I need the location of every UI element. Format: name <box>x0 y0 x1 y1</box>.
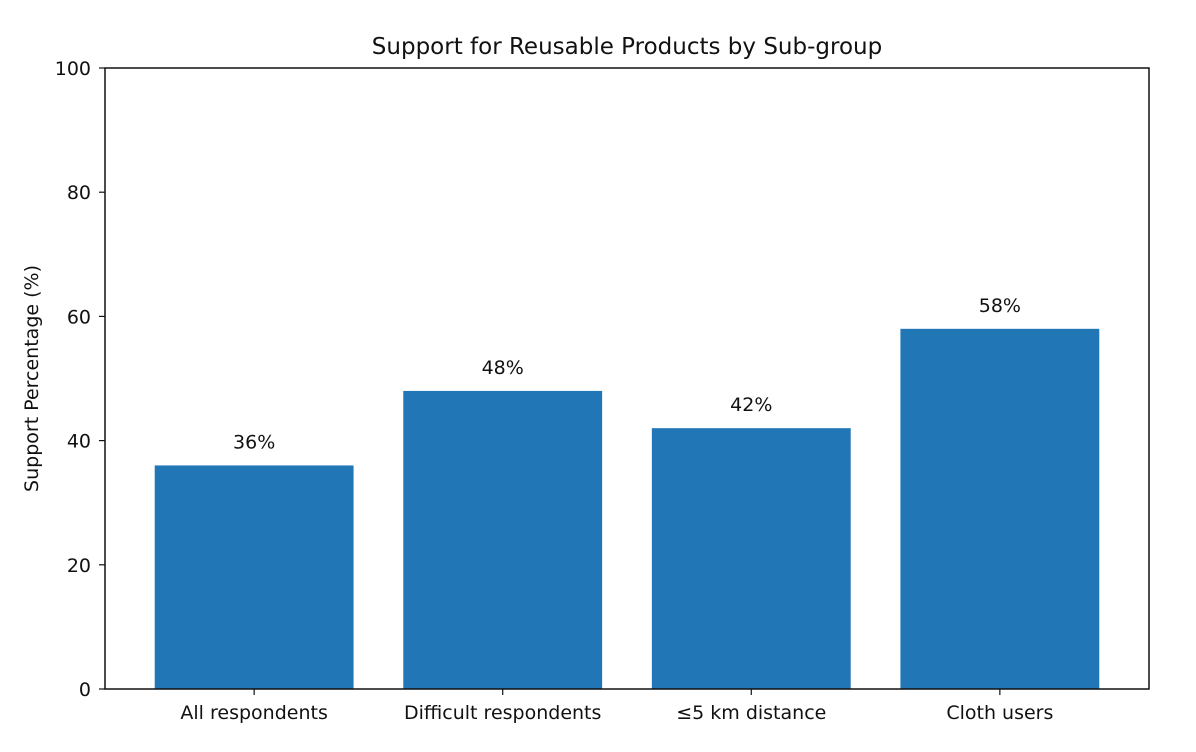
bar-1 <box>154 465 354 689</box>
y-tick-label-3: 40 <box>67 431 91 453</box>
bar-value-label-3: 42% <box>730 394 772 416</box>
bar-2 <box>403 390 603 689</box>
bar-3 <box>651 428 851 689</box>
bar-value-label-4: 58% <box>979 295 1021 317</box>
chart-title: Support for Reusable Products by Sub-gro… <box>372 34 882 60</box>
plot-frame <box>104 67 1150 690</box>
x-tick-label-3: ≤5 km distance <box>676 702 826 724</box>
bar-value-label-1: 36% <box>233 431 275 453</box>
y-axis-ticks: 0 20 40 60 80 100 <box>55 58 105 701</box>
x-tick-label-4: Cloth users <box>946 702 1053 724</box>
y-tick-label-4: 60 <box>67 306 91 328</box>
x-tick-label-2: Difficult respondents <box>404 702 601 724</box>
data-labels-layer: 36% 48% 42% 58% <box>233 295 1021 454</box>
y-tick-label-2: 20 <box>67 555 91 577</box>
x-axis-ticks: All respondents Difficult respondents ≤5 k… <box>180 689 1053 724</box>
x-tick-label-1: All respondents <box>180 702 327 724</box>
bar-4 <box>900 328 1100 689</box>
bar-value-label-2: 48% <box>482 357 524 379</box>
bars-layer <box>154 328 1100 689</box>
y-axis-label: Support Percentage (%) <box>21 265 43 492</box>
y-tick-label-6: 100 <box>55 58 91 80</box>
y-tick-label-5: 80 <box>67 182 91 204</box>
y-tick-label-1: 0 <box>79 679 91 701</box>
